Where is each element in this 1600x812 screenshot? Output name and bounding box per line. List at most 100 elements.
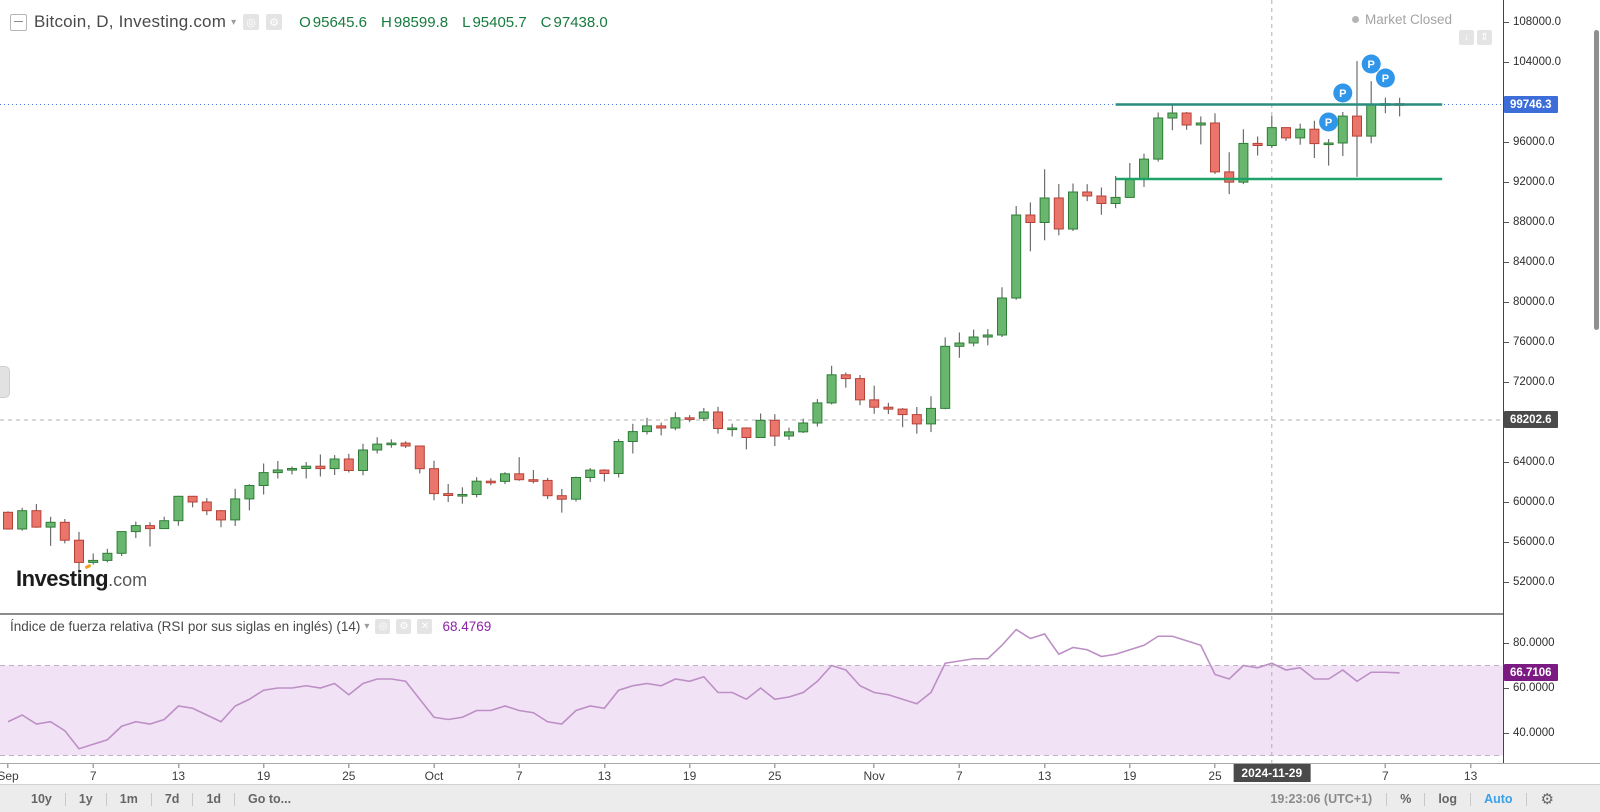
candle-up <box>457 494 468 497</box>
auto-scale-button[interactable]: Auto <box>1484 792 1513 806</box>
range-button-7d[interactable]: 7d <box>164 792 180 806</box>
candle-down <box>74 539 84 563</box>
candle-up <box>358 449 368 471</box>
collapse-pane-icon[interactable] <box>10 13 27 31</box>
range-button-1d[interactable]: 1d <box>206 792 222 806</box>
scroll-down-icon[interactable]: ↓ <box>1459 30 1474 45</box>
candle-up <box>258 472 269 487</box>
toolbar-separator <box>150 792 152 806</box>
close-icon[interactable]: ✕ <box>417 619 433 634</box>
candle-up <box>1068 191 1078 230</box>
candle-down <box>1181 112 1192 126</box>
candle-up <box>287 468 297 471</box>
chevron-down-icon[interactable]: ▾ <box>231 16 237 28</box>
candle-down <box>429 468 439 495</box>
range-buttons: 10y 1y 1m 7d 1d Go to... <box>18 792 304 806</box>
percent-scale-button[interactable]: % <box>1400 792 1412 806</box>
time-tick-label: 13 <box>172 764 185 783</box>
watermark-suffix: .com <box>108 570 148 590</box>
time-tick-label: 7 <box>956 764 963 783</box>
gear-icon[interactable]: ⚙ <box>266 14 283 30</box>
pivot-marker[interactable] <box>1319 112 1339 132</box>
price-tick-label: 72000.0 <box>1504 374 1555 390</box>
market-status: Market Closed <box>1351 12 1452 27</box>
pivot-marker[interactable] <box>1333 83 1353 103</box>
candle-down <box>1082 191 1093 197</box>
candle-up <box>968 336 979 344</box>
price-tick-label: 76000.0 <box>1504 334 1555 350</box>
candle-down <box>3 511 13 530</box>
candle-down <box>187 495 198 503</box>
candle-up <box>102 552 113 561</box>
ohlc-close: C 97438.0 <box>540 13 608 31</box>
candle-down <box>1053 197 1064 230</box>
pivot-marker-label: P <box>1368 59 1375 71</box>
chevron-down-icon[interactable]: ▾ <box>364 621 370 632</box>
candle-down <box>911 414 922 425</box>
log-scale-button[interactable]: log <box>1438 792 1458 806</box>
candle-down <box>1210 122 1220 173</box>
range-button-10y[interactable]: 10y <box>31 792 52 806</box>
time-axis[interactable]: Sep 7 13 19 25 Oct 7 13 19 25 Nov 7 13 19 25 7 13 2024-11… <box>0 763 1600 784</box>
time-tick-label: 7 <box>90 764 97 783</box>
clock-label: 19:23:06 (UTC+1) <box>1270 792 1373 806</box>
price-tick-label: 56000.0 <box>1504 534 1555 550</box>
candle-up <box>1366 104 1377 137</box>
candle-down <box>855 378 865 401</box>
candle-down <box>485 480 496 484</box>
candle-down <box>869 399 880 408</box>
candle-down <box>343 458 354 471</box>
price-axis[interactable]: 108000.0 104000.0 96000.0 92000.0 88000.0 840… <box>1504 0 1600 763</box>
candle-up <box>1323 142 1334 146</box>
candle-up <box>1039 197 1050 223</box>
rsi-title[interactable]: Índice de fuerza relativa (RSI por sus s… <box>10 619 361 634</box>
crosshair-price-label: 68202.6 <box>1504 411 1558 429</box>
price-tick-label: 104000.0 <box>1504 54 1561 70</box>
candle-up <box>954 342 965 347</box>
candle-down <box>216 510 226 521</box>
gear-icon[interactable]: ⚙ <box>396 619 412 634</box>
candle-up <box>940 345 951 409</box>
symbol-title[interactable]: Bitcoin, D, Investing.com <box>34 12 227 31</box>
crosshair-date-label: 2024-11-29 <box>1233 764 1311 782</box>
drawing-toolbar-handle[interactable] <box>0 366 10 398</box>
fit-scale-icon[interactable]: ⇕ <box>1477 30 1492 45</box>
rsi-line <box>7 628 1400 750</box>
pivot-marker[interactable] <box>1361 54 1381 74</box>
eye-icon[interactable]: ◎ <box>243 14 260 30</box>
toolbar-separator <box>64 792 66 806</box>
candle-up <box>244 485 255 500</box>
candle-up <box>642 425 652 433</box>
candle-up <box>982 334 993 338</box>
time-tick-label: 13 <box>598 764 611 783</box>
candle-down <box>656 425 667 429</box>
pivot-marker-label: P <box>1382 73 1389 85</box>
candle-up <box>372 443 383 451</box>
market-status-label: Market Closed <box>1364 12 1452 27</box>
candle-down <box>1096 195 1107 204</box>
price-tick-label: 92000.0 <box>1504 174 1555 190</box>
vertical-scrollbar[interactable] <box>1594 30 1599 330</box>
eye-icon[interactable]: ◎ <box>375 619 391 634</box>
range-button-1y[interactable]: 1y <box>78 792 93 806</box>
pivot-marker[interactable] <box>1375 68 1395 88</box>
candle-up <box>1195 122 1206 126</box>
goto-date-button[interactable]: Go to... <box>248 792 292 806</box>
candle-down <box>684 417 695 420</box>
price-tick-label: 80.0000 <box>1504 635 1555 651</box>
ohlc-high: H 98599.8 <box>381 13 449 31</box>
price-tick-label: 60.0000 <box>1504 680 1555 696</box>
candle-up <box>1337 115 1348 144</box>
candle-down <box>443 493 454 497</box>
rsi-value: 68.4769 <box>442 619 492 634</box>
settings-gear-icon[interactable]: ⚙ <box>1540 791 1554 808</box>
time-tick-label: 19 <box>257 764 270 783</box>
candle-down <box>315 465 326 470</box>
candle-up <box>826 374 837 404</box>
candle-up <box>1266 127 1277 147</box>
rsi-header: Índice de fuerza relativa (RSI por sus s… <box>10 619 491 634</box>
candle-down <box>31 510 42 528</box>
range-button-1m[interactable]: 1m <box>119 792 138 806</box>
candle-up <box>670 417 681 429</box>
